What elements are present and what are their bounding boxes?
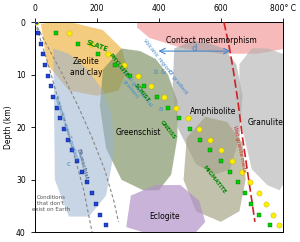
- Text: SCHIST: SCHIST: [133, 83, 151, 104]
- Polygon shape: [137, 22, 286, 54]
- Text: Typical geothermal
gradient: Typical geothermal gradient: [114, 65, 153, 111]
- Text: Greenschist: Greenschist: [116, 128, 161, 137]
- Polygon shape: [184, 117, 246, 222]
- Polygon shape: [126, 185, 205, 232]
- Text: SLATE: SLATE: [85, 39, 109, 53]
- Text: Conditions
that don't
exist on Earth: Conditions that don't exist on Earth: [32, 195, 70, 212]
- Text: Wet granite melts: Wet granite melts: [232, 124, 247, 172]
- Polygon shape: [53, 48, 114, 217]
- Polygon shape: [100, 48, 177, 190]
- Polygon shape: [239, 48, 286, 190]
- Text: a: a: [158, 106, 163, 112]
- Polygon shape: [41, 22, 128, 96]
- Text: GNEISS: GNEISS: [159, 120, 177, 140]
- Text: b & e: b & e: [154, 69, 173, 75]
- Text: Subduction zone T gradient: Subduction zone T gradient: [53, 94, 79, 160]
- Text: Zeolite
and clay: Zeolite and clay: [70, 57, 102, 76]
- Text: Contact metamorphism: Contact metamorphism: [166, 36, 257, 45]
- Text: Volcanic region T gradient: Volcanic region T gradient: [142, 38, 188, 96]
- Text: Amphibolite: Amphibolite: [190, 107, 236, 116]
- Text: c: c: [66, 161, 70, 167]
- Text: MIGMATITE: MIGMATITE: [202, 165, 227, 195]
- Text: Blueschist: Blueschist: [75, 148, 88, 180]
- Text: Eclogite: Eclogite: [150, 212, 180, 221]
- Polygon shape: [173, 41, 242, 174]
- Text: PHYLLITE: PHYLLITE: [108, 52, 130, 78]
- Text: Granulite: Granulite: [248, 118, 284, 127]
- Text: d: d: [192, 44, 197, 53]
- Y-axis label: Depth (km): Depth (km): [4, 106, 13, 149]
